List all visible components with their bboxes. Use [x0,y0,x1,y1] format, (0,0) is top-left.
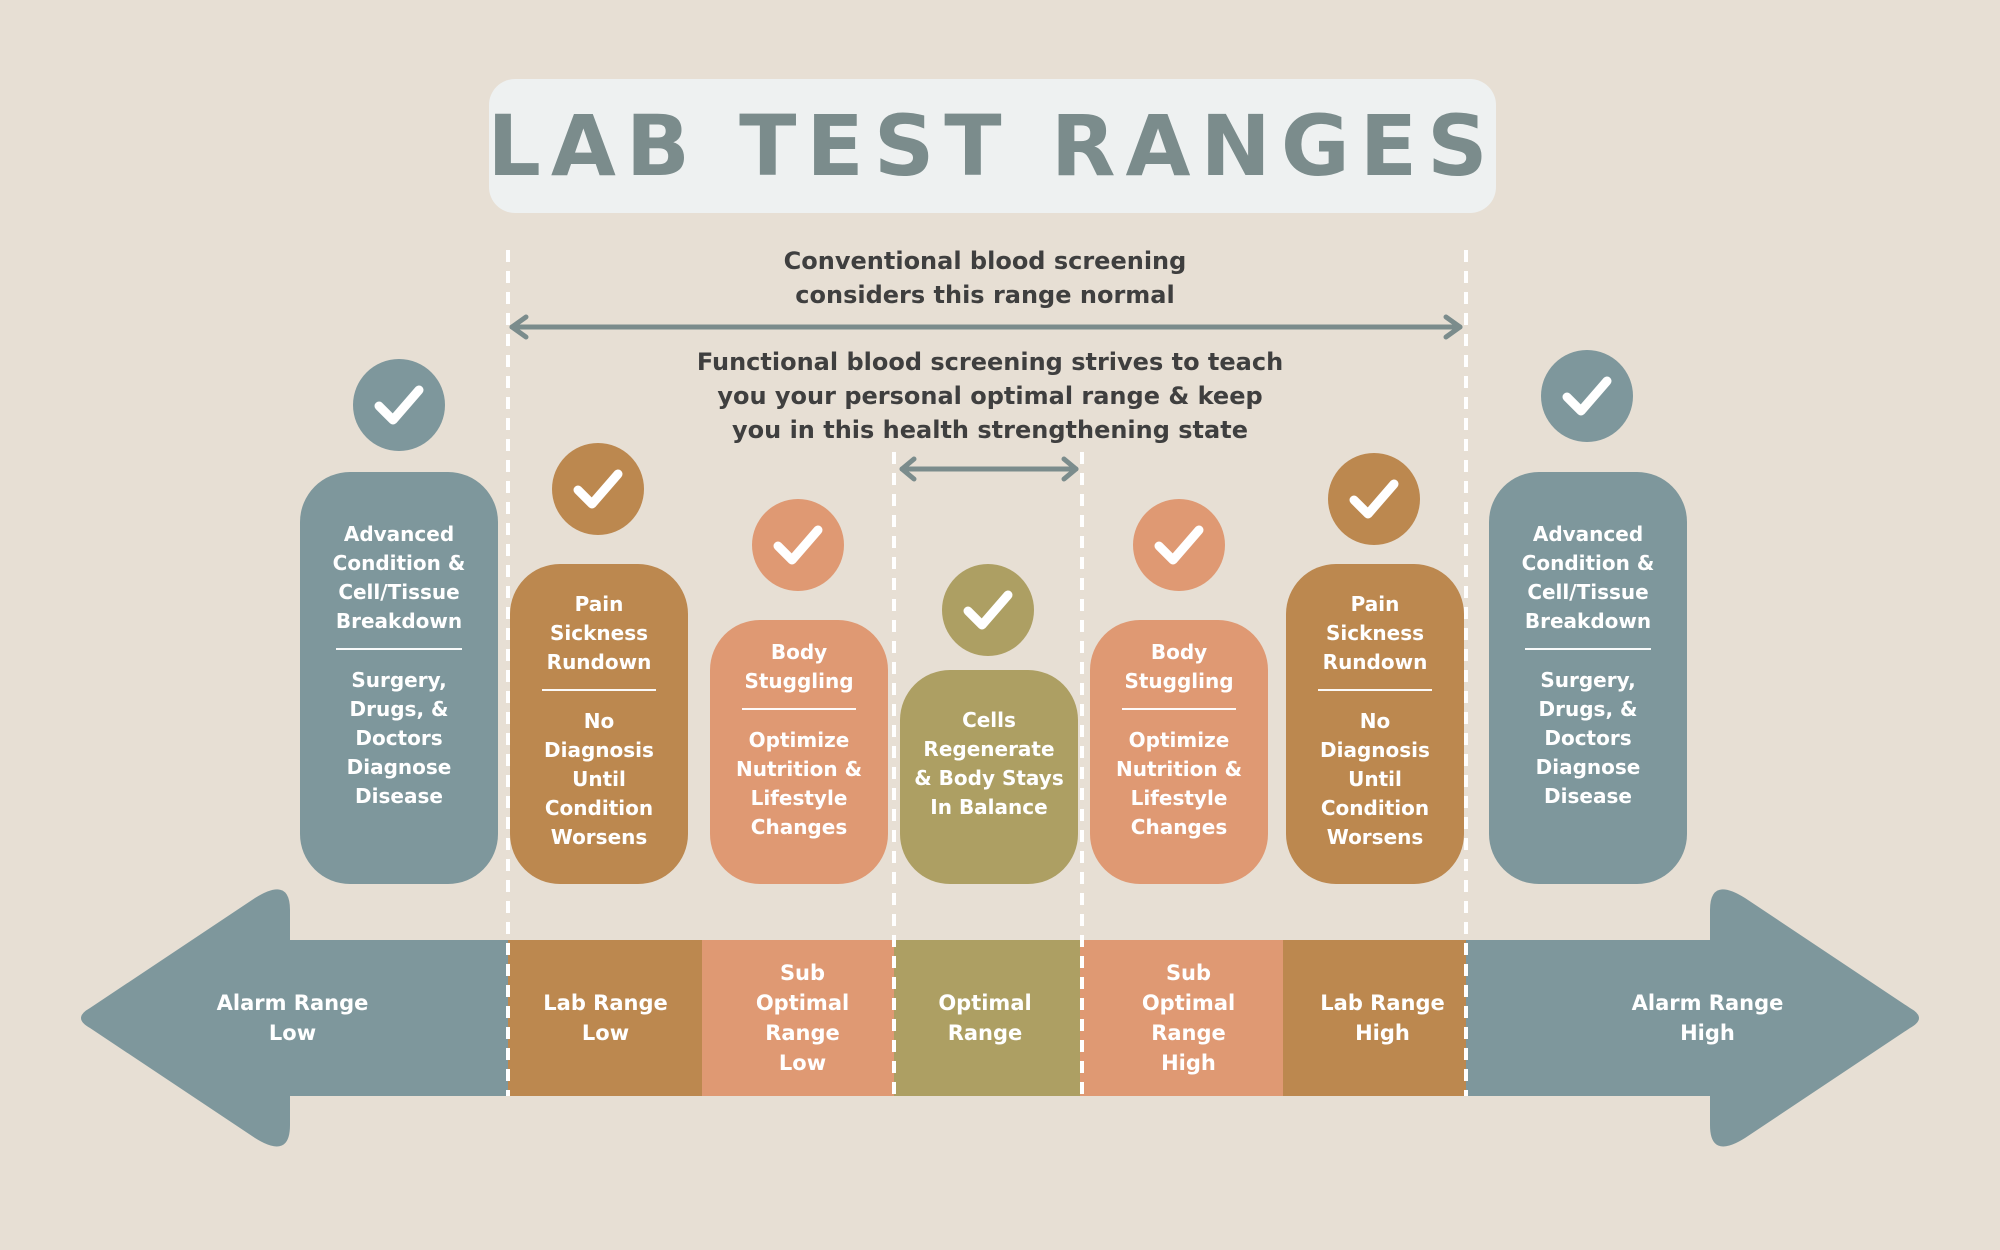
pill-alarm-low-bottom: Surgery, Drugs, & Doctors Diagnose Disea… [346,668,452,808]
page-title: LAB TEST RANGES [487,97,1498,195]
range-label-lab-high: Lab Range High [1320,991,1445,1045]
optimal-segment [894,940,1080,1096]
pill-lab-high-bottom: No Diagnosis Until Condition Worsens [1320,709,1430,849]
alarm-high-arrow [1466,889,1919,1147]
range-label-alarm-low: Alarm Range Low [216,991,369,1045]
lab-high-segment [1283,940,1466,1096]
sub-high-segment [1080,940,1283,1096]
pill-alarm-high-top: Advanced Condition & Cell/Tissue Breakdo… [1521,522,1655,633]
range-label-lab-low: Lab Range Low [543,991,668,1045]
check-icon [942,564,1034,656]
check-icon [1133,499,1225,591]
title-box: LAB TEST RANGES [487,79,1498,213]
range-label-alarm-high: Alarm Range High [1631,991,1784,1045]
pill-sub-high: Body Stuggling Optimize Nutrition & Life… [1090,620,1268,884]
optimal-range-arrow [899,456,1079,482]
check-icon [1328,453,1420,545]
pill-sub-low: Body Stuggling Optimize Nutrition & Life… [710,620,888,884]
pill-divider [335,648,463,650]
alarm-low-arrow [81,889,508,1147]
pill-sub-low-bottom: Optimize Nutrition & Lifestyle Changes [735,728,863,839]
range-label-optimal: Optimal Range [938,991,1032,1045]
pill-divider [1122,708,1236,710]
lab-low-segment [508,940,702,1096]
pill-alarm-low-top: Advanced Condition & Cell/Tissue Breakdo… [332,522,466,633]
pill-sub-low-top: Body Stuggling [744,640,854,693]
pill-divider [1524,648,1652,650]
pill-alarm-high-bottom: Surgery, Drugs, & Doctors Diagnose Disea… [1535,668,1641,808]
check-icon [1541,350,1633,442]
pill-optimal-top: Cells Regenerate & Body Stays In Balance [914,708,1064,819]
pill-divider [742,708,856,710]
pill-alarm-low: Advanced Condition & Cell/Tissue Breakdo… [300,472,498,884]
pill-alarm-high: Advanced Condition & Cell/Tissue Breakdo… [1489,472,1687,884]
range-label-sub-high: Sub Optimal Range High [1141,961,1236,1075]
functional-caption: Functional blood screening strives to te… [696,348,1284,444]
pill-lab-low: Pain Sickness Rundown No Diagnosis Until… [510,564,688,884]
pill-lab-high: Pain Sickness Rundown No Diagnosis Until… [1286,564,1464,884]
pill-lab-high-top: Pain Sickness Rundown [1322,592,1428,674]
pill-optimal: Cells Regenerate & Body Stays In Balance [900,670,1078,884]
pill-sub-high-top: Body Stuggling [1124,640,1234,693]
check-icon [752,499,844,591]
pill-sub-high-bottom: Optimize Nutrition & Lifestyle Changes [1115,728,1243,839]
conventional-range-arrow [509,314,1463,340]
check-icon [353,359,445,451]
pill-divider [542,689,656,691]
pill-lab-low-top: Pain Sickness Rundown [546,592,652,674]
pill-divider [1318,689,1432,691]
check-icon [552,443,644,535]
conventional-caption: Conventional blood screening considers t… [783,247,1187,309]
sub-low-segment [702,940,894,1096]
range-label-sub-low: Sub Optimal Range Low [755,961,850,1075]
pill-lab-low-bottom: No Diagnosis Until Condition Worsens [544,709,654,849]
